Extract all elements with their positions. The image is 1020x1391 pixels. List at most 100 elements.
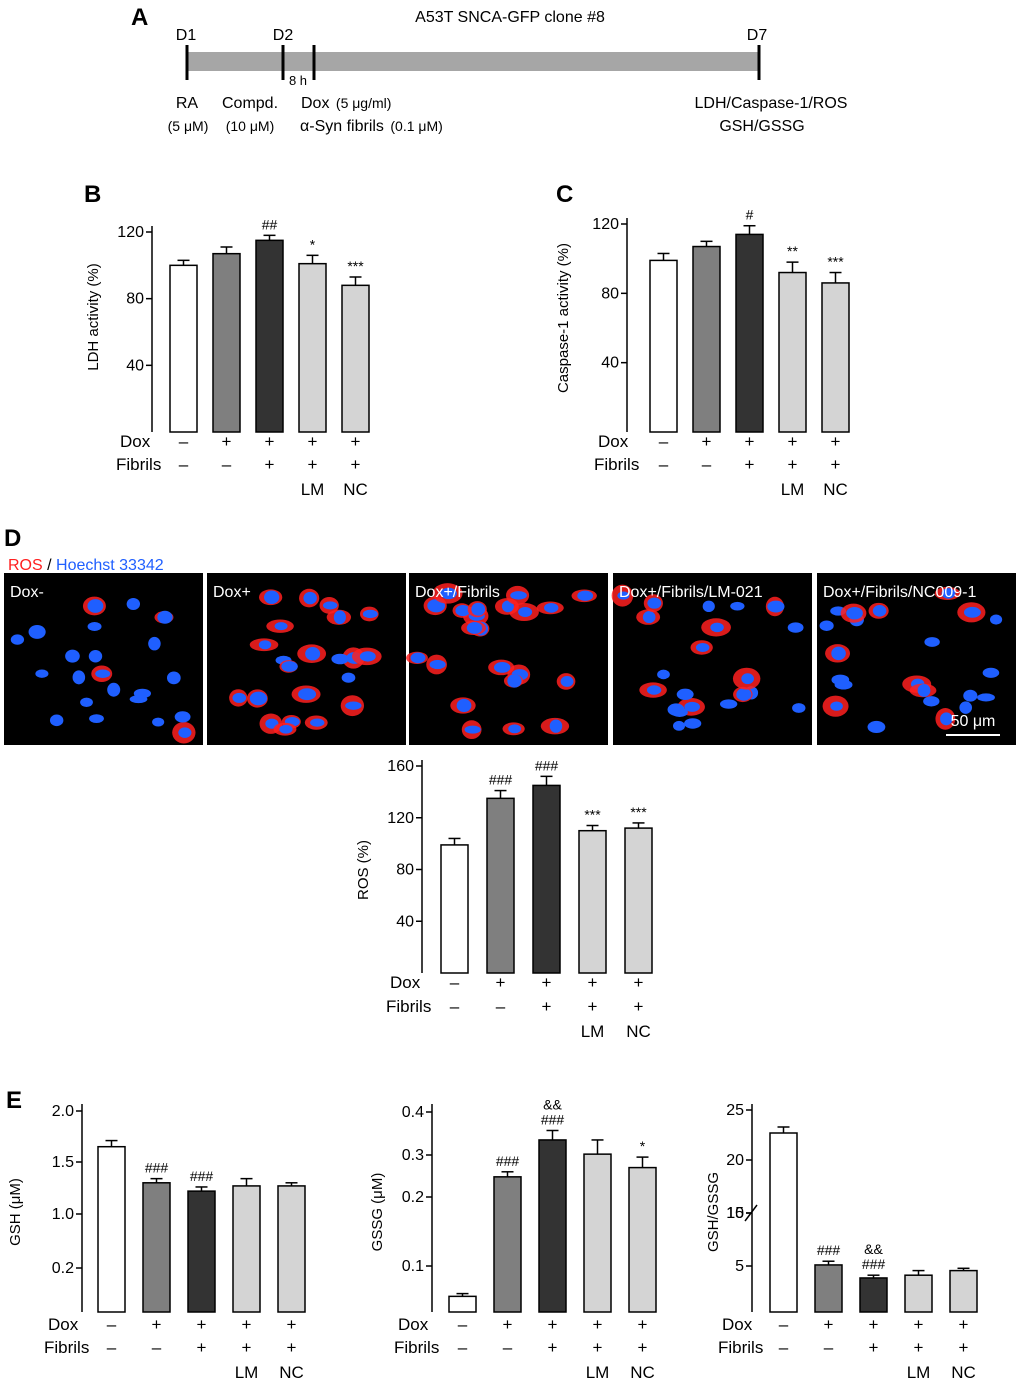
condition-fibrils-sign: – bbox=[107, 1338, 117, 1357]
y-tick-label: 20 bbox=[726, 1152, 744, 1169]
bar bbox=[232, 1185, 261, 1313]
condition-fibrils-sign: + bbox=[745, 455, 755, 474]
nucleus bbox=[710, 622, 724, 633]
nucleus bbox=[646, 685, 662, 695]
significance-label: ** bbox=[787, 243, 798, 259]
bar bbox=[486, 797, 515, 974]
condition-compound-label: NC bbox=[279, 1363, 304, 1382]
condition-dox-sign: + bbox=[287, 1315, 297, 1334]
nucleus bbox=[544, 603, 559, 613]
condition-fibrils-sign: – bbox=[450, 997, 460, 1016]
nucleus bbox=[174, 711, 191, 723]
micrograph-3: Dox+/Fibrils bbox=[406, 573, 608, 745]
condition-dox-sign: + bbox=[222, 432, 232, 451]
bar bbox=[769, 1132, 798, 1313]
y-axis-title: GSH/GSSG bbox=[705, 1172, 722, 1252]
nucleus bbox=[518, 606, 533, 617]
bar bbox=[448, 1295, 477, 1313]
y-tick-label: 15 bbox=[726, 1205, 744, 1222]
significance-label: ## bbox=[262, 216, 278, 232]
bar bbox=[97, 1145, 126, 1313]
micrograph-label: Dox+/Fibrils/LM-021 bbox=[619, 584, 763, 601]
nucleus bbox=[834, 679, 853, 690]
nucleus bbox=[471, 602, 486, 616]
nucleus bbox=[736, 688, 752, 701]
y-tick-label: 1.5 bbox=[52, 1154, 74, 1171]
y-tick-label: 25 bbox=[726, 1102, 744, 1119]
y-tick-label: 40 bbox=[396, 913, 414, 930]
nucleus bbox=[924, 637, 940, 647]
condition-row-label: Fibrils bbox=[594, 455, 639, 474]
nucleus bbox=[107, 682, 121, 697]
panel-d: D ROS / Hoechst 33342 Dox- Dox+ Dox+/Fibri… bbox=[4, 525, 1016, 745]
bar bbox=[628, 1166, 657, 1313]
nucleus bbox=[684, 701, 700, 712]
condition-fibrils-sign: + bbox=[242, 1338, 252, 1357]
nucleus bbox=[87, 599, 104, 613]
condition-fibrils-sign: – bbox=[222, 455, 232, 474]
nucleus bbox=[80, 697, 93, 707]
condition-dox-sign: + bbox=[197, 1315, 207, 1334]
micrograph-label: Dox- bbox=[10, 584, 44, 601]
condition-fibrils-sign: – bbox=[824, 1338, 834, 1357]
bar bbox=[187, 1190, 216, 1313]
axis-break-mark bbox=[744, 1204, 758, 1222]
nucleus bbox=[72, 670, 86, 685]
nucleus bbox=[333, 610, 346, 625]
bar bbox=[692, 245, 721, 433]
nucleus bbox=[959, 701, 973, 714]
condition-fibrils-sign: + bbox=[914, 1338, 924, 1357]
significance-label: *** bbox=[347, 258, 364, 274]
condition-row-label: Fibrils bbox=[386, 997, 431, 1016]
y-tick-label: 120 bbox=[592, 216, 619, 233]
y-axis-title: GSSG (μM) bbox=[369, 1173, 386, 1252]
condition-row-label: Dox bbox=[120, 432, 151, 451]
condition-fibrils-sign: + bbox=[638, 1338, 648, 1357]
condition-fibrils-sign: + bbox=[542, 997, 552, 1016]
nucleus bbox=[279, 724, 293, 734]
condition-compound-label: NC bbox=[626, 1022, 651, 1041]
y-tick-label: 0.1 bbox=[402, 1258, 424, 1275]
condition-compound-label: NC bbox=[343, 480, 368, 499]
condition-dox-sign: + bbox=[265, 432, 275, 451]
y-axis-title: GSH (μM) bbox=[7, 1178, 24, 1246]
nucleus bbox=[464, 725, 481, 734]
nucleus bbox=[249, 691, 268, 706]
condition-dox-sign: – bbox=[779, 1315, 789, 1334]
nucleus bbox=[719, 699, 738, 709]
nucleus bbox=[667, 703, 685, 716]
bar bbox=[578, 829, 607, 974]
significance-label: *** bbox=[584, 807, 601, 823]
condition-dox-sign: + bbox=[542, 973, 552, 992]
condition-dox-sign: – bbox=[450, 973, 460, 992]
y-axis-title: LDH activity (%) bbox=[85, 263, 102, 371]
nucleus bbox=[359, 651, 376, 662]
scale-bar-label: 50 μm bbox=[951, 713, 996, 730]
nucleus bbox=[35, 669, 49, 678]
nucleus bbox=[940, 712, 953, 726]
nucleus bbox=[152, 717, 165, 727]
condition-dox-sign: + bbox=[788, 432, 798, 451]
condition-dox-sign: + bbox=[638, 1315, 648, 1334]
bar bbox=[583, 1153, 612, 1313]
nucleus bbox=[560, 676, 574, 687]
step-dox: Dox (5 μg/ml) bbox=[301, 95, 391, 112]
micrograph-row: Dox- Dox+ Dox+/Fibrils Dox+/Fibrils/LM-021 D… bbox=[4, 573, 1016, 745]
readout-line2: GSH/GSSG bbox=[719, 118, 804, 135]
nucleus bbox=[232, 692, 247, 703]
y-tick-label: 40 bbox=[126, 357, 144, 374]
bar bbox=[735, 233, 764, 433]
bar bbox=[212, 252, 241, 433]
nucleus bbox=[28, 625, 46, 639]
condition-row-label: Dox bbox=[722, 1315, 753, 1334]
nucleus bbox=[298, 688, 317, 701]
nucleus bbox=[322, 601, 338, 610]
step-compd: Compd. bbox=[222, 95, 278, 112]
significance-label: * bbox=[310, 236, 316, 252]
bar bbox=[904, 1274, 933, 1313]
significance-label: ### bbox=[862, 1256, 886, 1272]
nucleus bbox=[258, 640, 272, 650]
condition-fibrils-sign: + bbox=[588, 997, 598, 1016]
bar bbox=[649, 259, 678, 433]
nucleus bbox=[331, 653, 349, 665]
